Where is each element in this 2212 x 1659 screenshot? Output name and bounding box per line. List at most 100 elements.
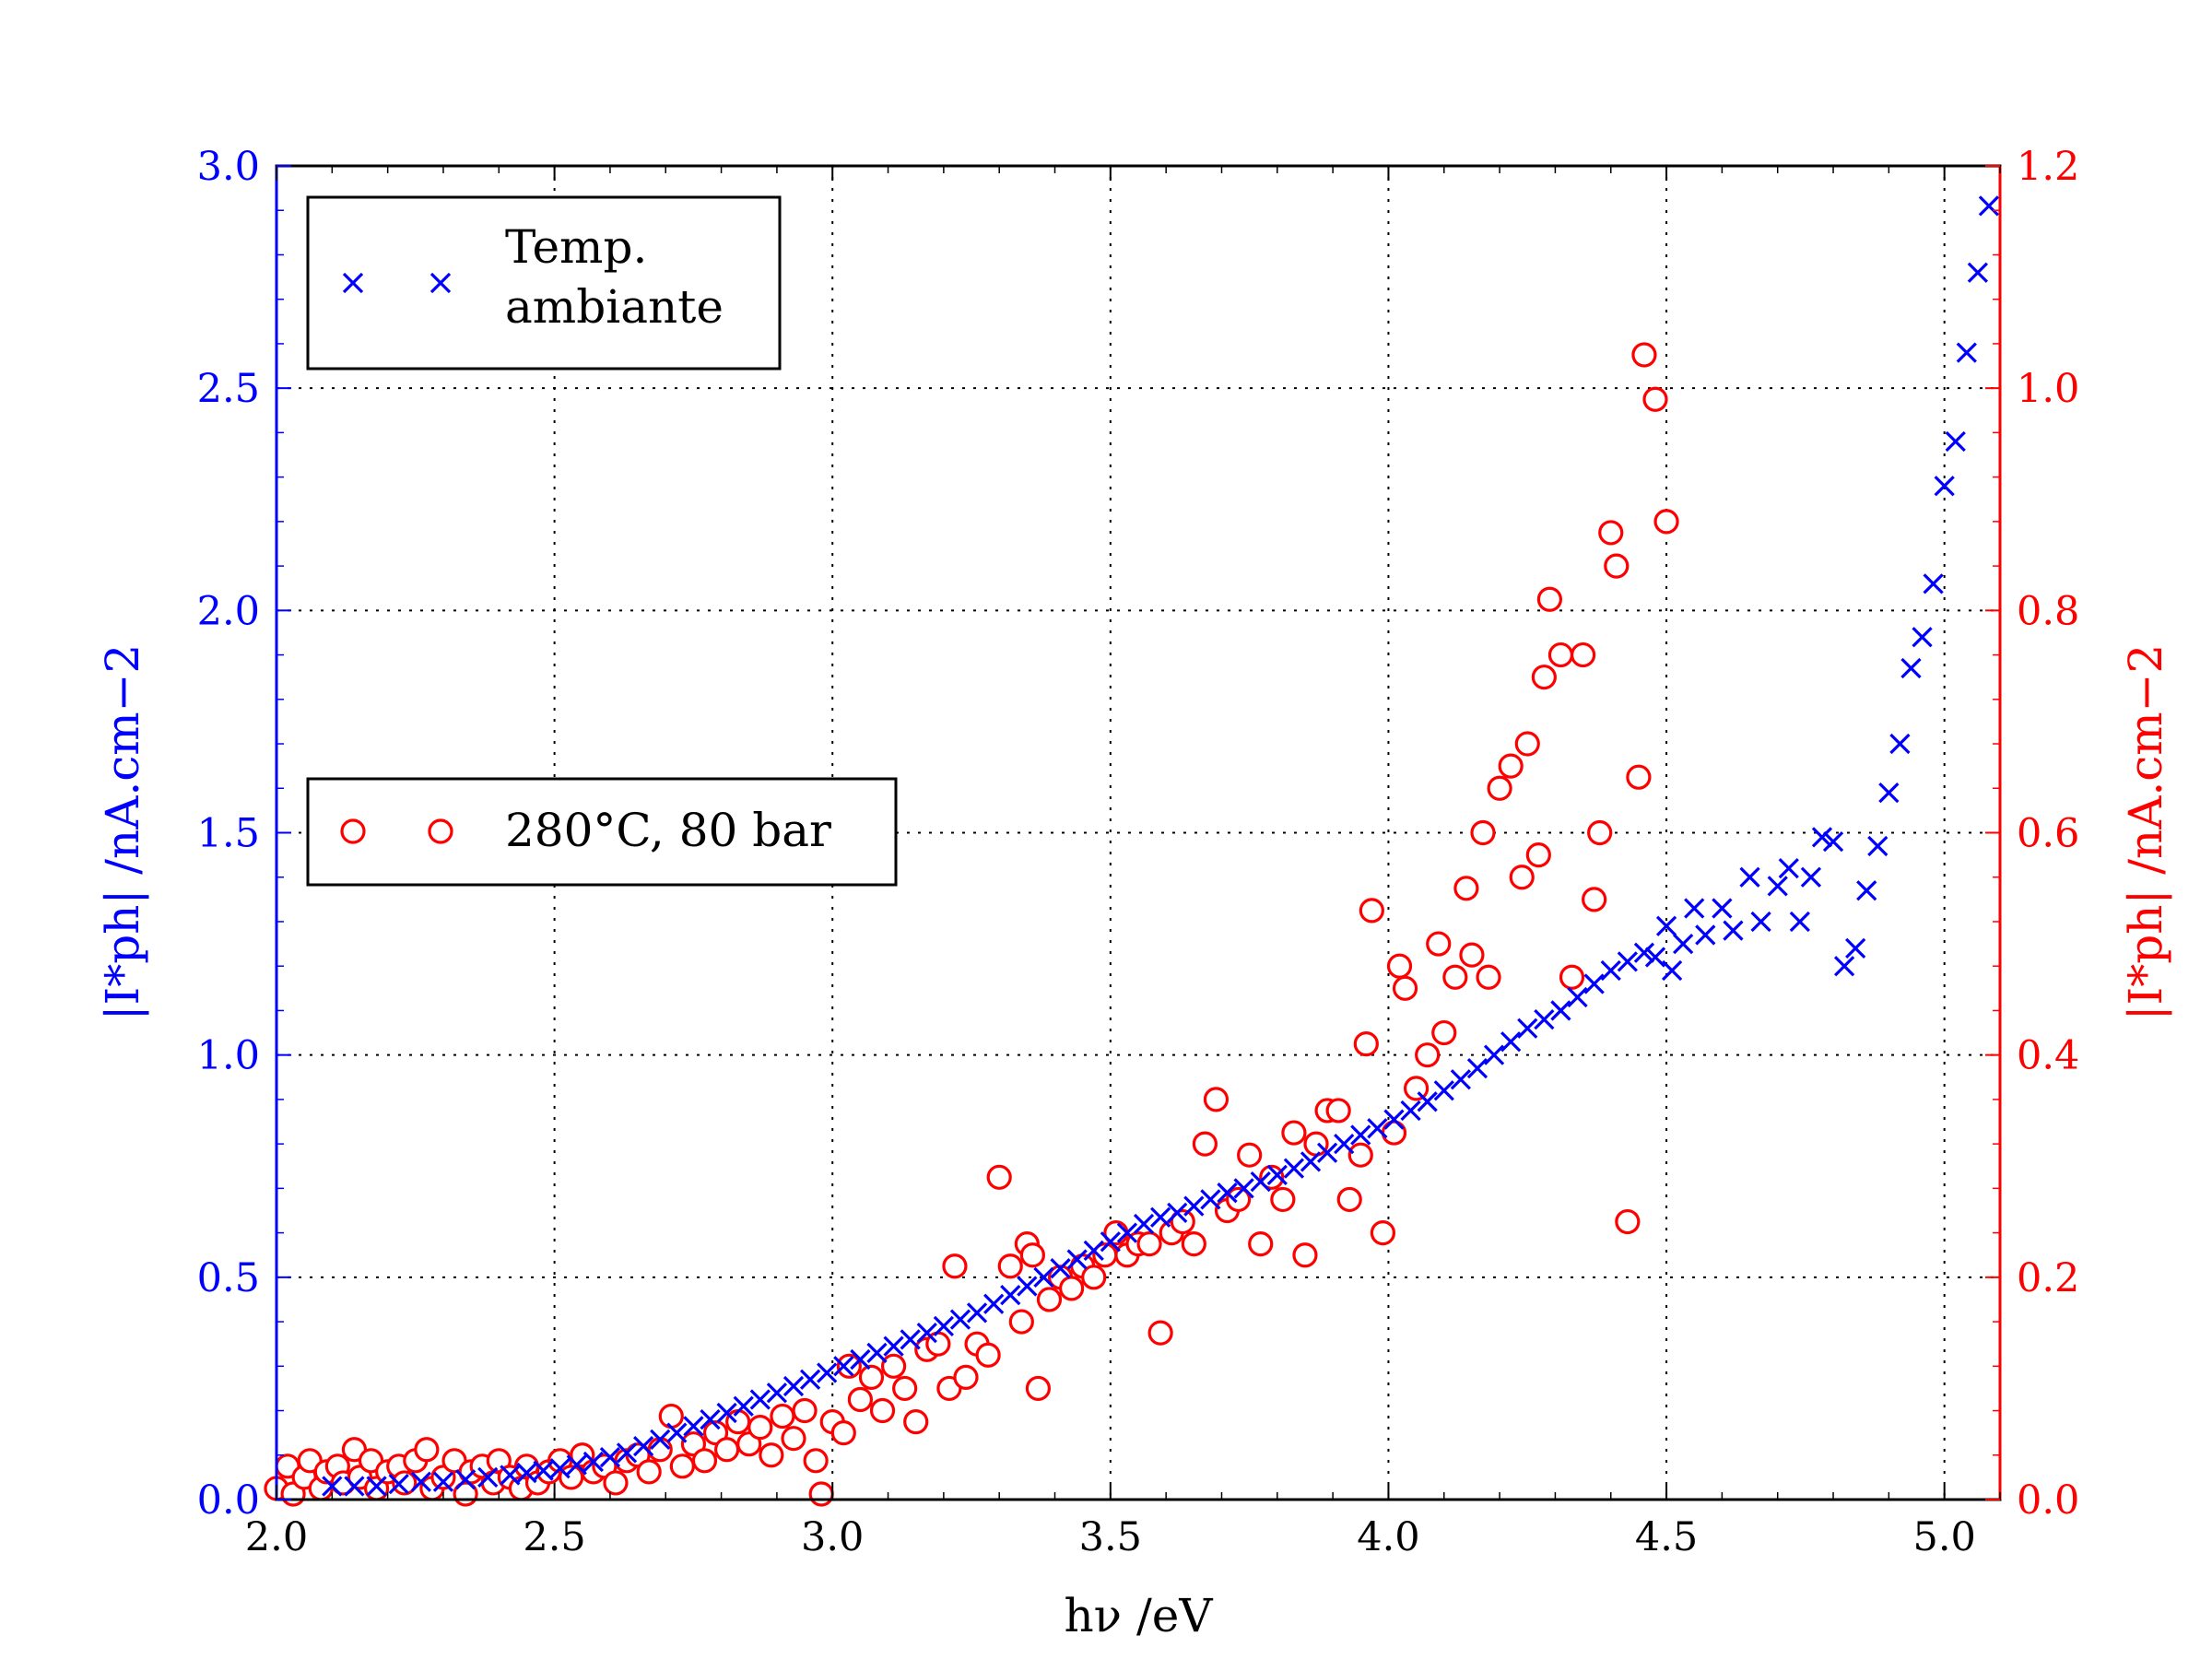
heated-point-51 [770,1403,795,1430]
ambient-point-75 [1617,951,1638,972]
heated-point-114 [1415,1042,1441,1068]
ambient-point-36 [966,1302,988,1324]
ambient-point-85 [1739,866,1760,888]
ambient-point-96 [1867,835,1888,857]
heated-point-47 [725,1408,751,1435]
heated-point-68 [942,1253,968,1279]
ambient-point-47 [1149,1206,1171,1228]
ambient-point-21 [716,1402,737,1424]
ambient-point-94 [1845,937,1866,959]
heated-point-98 [1259,1164,1285,1190]
heated-point-130 [1559,964,1585,990]
ambient-point-24 [766,1382,788,1404]
ambient-point-3 [388,1473,409,1495]
legend-ambient-label-line2: ambiante [505,280,724,334]
y-axis-title-left: |I*ph| /nA.cm−2 [96,644,149,1021]
ambient-point-15 [616,1442,638,1464]
ambient-point-18 [666,1422,688,1443]
ambient-point-16 [632,1435,654,1457]
ambient-point-10 [533,1460,554,1481]
ambient-point-50 [1200,1189,1221,1210]
ambient-point-82 [1695,924,1716,946]
heated-point-52 [781,1426,806,1452]
heated-point-119 [1459,942,1485,968]
ambient-point-90 [1800,866,1822,888]
ambient-point-80 [1673,933,1694,955]
heated-point-127 [1531,665,1557,690]
heated-point-61 [869,1397,896,1424]
heated-point-129 [1547,641,1574,668]
heated-point-69 [953,1364,979,1390]
heated-point-106 [1347,1142,1373,1168]
ambient-point-40 [1033,1266,1054,1288]
legend-heated-marker-2 [428,818,453,844]
ambient-point-35 [949,1309,971,1330]
ambient-point-8 [500,1465,521,1486]
heated-point-101 [1292,1242,1318,1268]
heated-point-124 [1509,865,1535,890]
heated-point-78 [1036,1287,1063,1312]
ambient-point-13 [582,1451,604,1473]
heated-point-109 [1370,1219,1396,1246]
x-tick-label-1: 2.5 [523,1514,585,1560]
ambient-point-87 [1767,876,1788,897]
heated-point-105 [1336,1186,1362,1213]
ambient-point-104 [1956,342,1977,363]
heated-point-82 [1081,1265,1107,1290]
heated-point-100 [1281,1120,1307,1146]
y-right-tick-label-1: 0.2 [2017,1255,2079,1301]
ambient-point-4 [410,1471,431,1492]
y-left-tick-label-3: 1.5 [197,811,260,857]
ambient-point-25 [782,1375,805,1397]
legend-ambient-label-line1: Temp. [505,220,647,274]
ambient-point-61 [1383,1109,1405,1130]
ambient-point-53 [1250,1171,1271,1193]
ambient-point-88 [1778,857,1799,879]
heated-point-102 [1303,1131,1329,1157]
heated-point-41 [658,1403,684,1430]
legend-heated-marker-1 [340,818,366,844]
heated-point-44 [691,1448,718,1474]
heated-point-91 [1181,1231,1206,1257]
ambient-point-44 [1100,1231,1121,1253]
y-axis-title-right: |I*ph| /nA.cm−2 [2119,644,2172,1021]
ambient-point-27 [817,1362,838,1383]
heated-point-73 [997,1253,1023,1279]
ambient-point-48 [1167,1202,1188,1224]
heated-point-131 [1570,641,1596,668]
x-tick-label-2: 3.0 [801,1514,864,1560]
ambient-point-22 [733,1395,754,1417]
ambient-point-101 [1923,573,1944,594]
heated-point-113 [1404,1076,1430,1101]
x-axis-title: hν /eV [1064,1589,1213,1642]
ambient-point-42 [1066,1249,1088,1270]
ambient-point-79 [1661,959,1683,982]
ambient-point-39 [1017,1276,1038,1297]
heated-point-72 [986,1164,1012,1190]
y-right-tick-label-5: 1.0 [2017,366,2079,412]
ambient-point-73 [1583,973,1605,994]
heated-point-93 [1203,1087,1230,1112]
legend-ambient-marker-2 [429,272,452,294]
heated-point-112 [1392,975,1418,1001]
ambient-point-32 [900,1329,921,1350]
ambient-point-92 [1822,831,1844,853]
x-tick-label-5: 4.5 [1635,1514,1698,1560]
ambient-point-28 [833,1356,854,1377]
ambient-point-33 [916,1322,937,1344]
ambient-point-106 [1978,195,2000,217]
heated-point-108 [1359,898,1384,924]
heated-point-135 [1604,553,1630,579]
heated-point-116 [1431,1019,1457,1046]
ambient-point-64 [1433,1080,1454,1101]
heated-point-71 [975,1342,1001,1368]
heated-point-59 [847,1386,873,1413]
ambient-point-62 [1400,1100,1421,1122]
ambient-point-74 [1600,959,1621,982]
heated-point-123 [1498,753,1524,779]
y-right-tick-label-3: 0.6 [2017,811,2079,857]
ambient-point-57 [1316,1142,1338,1163]
heated-point-110 [1381,1120,1407,1146]
